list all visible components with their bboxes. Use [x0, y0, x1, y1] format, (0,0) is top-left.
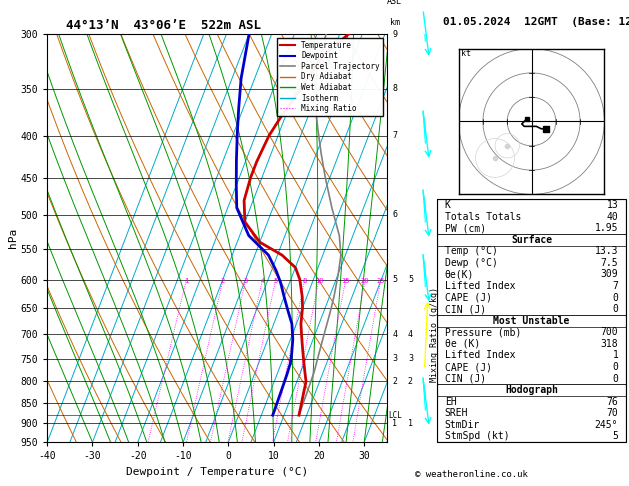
Text: Lifted Index: Lifted Index	[445, 350, 515, 361]
Text: 4: 4	[392, 330, 397, 339]
X-axis label: Dewpoint / Temperature (°C): Dewpoint / Temperature (°C)	[126, 467, 308, 477]
Text: Lifted Index: Lifted Index	[445, 281, 515, 291]
Text: 01.05.2024  12GMT  (Base: 12): 01.05.2024 12GMT (Base: 12)	[443, 17, 629, 27]
Text: 2: 2	[392, 377, 397, 386]
Text: Totals Totals: Totals Totals	[445, 211, 521, 222]
Text: K: K	[445, 200, 450, 210]
Text: 1: 1	[392, 418, 397, 428]
Text: 7: 7	[613, 281, 618, 291]
Text: Pressure (mb): Pressure (mb)	[445, 328, 521, 337]
Text: θe(K): θe(K)	[445, 269, 474, 279]
Text: 9: 9	[392, 30, 397, 38]
Text: Most Unstable: Most Unstable	[493, 316, 570, 326]
Text: 5: 5	[408, 275, 413, 284]
Text: 1: 1	[408, 418, 413, 428]
Text: 1.95: 1.95	[595, 223, 618, 233]
Text: kt: kt	[461, 49, 471, 58]
Text: CAPE (J): CAPE (J)	[445, 293, 492, 303]
Text: CAPE (J): CAPE (J)	[445, 362, 492, 372]
Text: 318: 318	[601, 339, 618, 349]
Text: 44°13’N  43°06’E  522m ASL: 44°13’N 43°06’E 522m ASL	[66, 19, 261, 33]
Text: 0: 0	[613, 304, 618, 314]
Text: 3: 3	[392, 354, 397, 363]
Text: 0: 0	[613, 374, 618, 383]
Text: 8: 8	[392, 84, 397, 93]
Text: 76: 76	[606, 397, 618, 407]
Text: 4: 4	[260, 278, 265, 284]
Text: 13.3: 13.3	[595, 246, 618, 256]
Text: 25: 25	[377, 278, 385, 284]
Text: Mixing Ratio (g/kg): Mixing Ratio (g/kg)	[430, 287, 438, 382]
Text: 1: 1	[184, 278, 189, 284]
Text: 15: 15	[342, 278, 350, 284]
Text: 3: 3	[243, 278, 248, 284]
Y-axis label: hPa: hPa	[8, 228, 18, 248]
Text: 20: 20	[361, 278, 369, 284]
Text: θe (K): θe (K)	[445, 339, 480, 349]
Text: 8: 8	[303, 278, 307, 284]
Text: 0: 0	[613, 293, 618, 303]
Text: Hodograph: Hodograph	[505, 385, 558, 395]
Text: 2: 2	[221, 278, 225, 284]
Text: CIN (J): CIN (J)	[445, 304, 486, 314]
Text: Dewp (°C): Dewp (°C)	[445, 258, 498, 268]
Text: 0: 0	[613, 362, 618, 372]
Text: 2: 2	[408, 377, 413, 386]
Text: 13: 13	[606, 200, 618, 210]
Text: SREH: SREH	[445, 408, 468, 418]
Text: LCL: LCL	[387, 411, 402, 419]
Text: Surface: Surface	[511, 235, 552, 245]
Text: 309: 309	[601, 269, 618, 279]
Text: km: km	[390, 18, 399, 27]
Text: 4: 4	[408, 330, 413, 339]
Text: StmDir: StmDir	[445, 420, 480, 430]
Text: 70: 70	[606, 408, 618, 418]
Text: 5: 5	[274, 278, 278, 284]
Text: PW (cm): PW (cm)	[445, 223, 486, 233]
Text: ASL: ASL	[387, 0, 402, 6]
Text: 10: 10	[314, 278, 323, 284]
Text: Temp (°C): Temp (°C)	[445, 246, 498, 256]
Text: EH: EH	[445, 397, 457, 407]
Text: 6: 6	[392, 210, 397, 220]
Text: 7: 7	[392, 131, 397, 140]
Text: 7.5: 7.5	[601, 258, 618, 268]
Text: 40: 40	[606, 211, 618, 222]
Text: 245°: 245°	[595, 420, 618, 430]
Text: 3: 3	[408, 354, 413, 363]
Text: 5: 5	[613, 432, 618, 441]
Text: 5: 5	[392, 275, 397, 284]
Legend: Temperature, Dewpoint, Parcel Trajectory, Dry Adiabat, Wet Adiabat, Isotherm, Mi: Temperature, Dewpoint, Parcel Trajectory…	[277, 38, 383, 116]
Text: 700: 700	[601, 328, 618, 337]
Text: © weatheronline.co.uk: © weatheronline.co.uk	[415, 469, 528, 479]
Text: CIN (J): CIN (J)	[445, 374, 486, 383]
Text: 1: 1	[613, 350, 618, 361]
Text: StmSpd (kt): StmSpd (kt)	[445, 432, 509, 441]
